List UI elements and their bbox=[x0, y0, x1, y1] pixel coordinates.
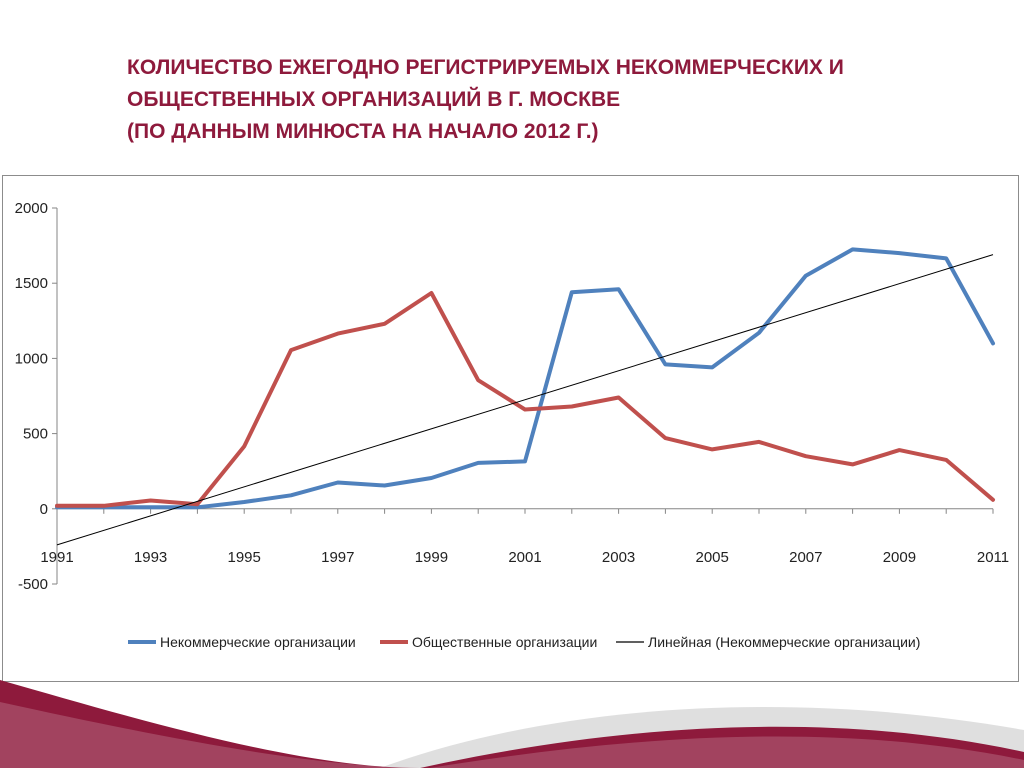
legend-item-nko: Некоммерческие организации bbox=[128, 634, 356, 650]
title-line-3: (ПО ДАННЫМ МИНЮСТА НА НАЧАЛО 2012 Г.) bbox=[127, 120, 599, 143]
y-tick-label: -500 bbox=[18, 576, 48, 593]
y-tick-label: 2000 bbox=[15, 200, 48, 217]
x-tick-label: 1997 bbox=[321, 549, 354, 566]
x-tick-label: 2003 bbox=[602, 549, 635, 566]
trendline bbox=[56, 254, 994, 546]
wave-dark bbox=[0, 680, 1024, 768]
x-tick-label: 2007 bbox=[789, 549, 822, 566]
legend-item-trendline: Линейная (Некоммерческие организации) bbox=[616, 634, 920, 650]
series-line-public bbox=[55, 291, 995, 508]
legend-item-public: Общественные организации bbox=[380, 634, 597, 650]
chart-axes: 2000 1500 1000 500 0 -500 1991 1993 1995 1997 1999… bbox=[15, 200, 1010, 593]
title-line-1: КОЛИЧЕСТВО ЕЖЕГОДНО РЕГИСТРИРУЕМЫХ НЕКОМ… bbox=[127, 56, 844, 79]
x-tick-label: 1995 bbox=[228, 549, 261, 566]
title-line-2: ОБЩЕСТВЕННЫХ ОРГАНИЗАЦИЙ В Г. МОСКВЕ bbox=[127, 88, 621, 111]
x-tick-label: 1991 bbox=[40, 549, 73, 566]
x-tick-label: 2011 bbox=[977, 549, 1009, 566]
x-tick-label: 2009 bbox=[883, 549, 916, 566]
wave-highlight bbox=[0, 702, 1024, 768]
x-tick-label: 2001 bbox=[508, 549, 541, 566]
x-tick-label: 1993 bbox=[134, 549, 167, 566]
slide-title: КОЛИЧЕСТВО ЕЖЕГОДНО РЕГИСТРИРУЕМЫХ НЕКОМ… bbox=[127, 52, 987, 148]
legend-label: Линейная (Некоммерческие организации) bbox=[648, 634, 920, 650]
y-tick-label: 0 bbox=[40, 501, 48, 518]
y-tick-label: 1500 bbox=[15, 275, 48, 292]
y-tick-label: 500 bbox=[23, 426, 48, 443]
x-tick-label: 2005 bbox=[696, 549, 729, 566]
legend-label: Некоммерческие организации bbox=[160, 634, 356, 650]
legend-label: Общественные организации bbox=[412, 634, 597, 650]
chart-series bbox=[55, 247, 995, 546]
y-tick-label: 1000 bbox=[15, 350, 48, 367]
decorative-wave-band bbox=[0, 680, 1024, 768]
series-line-nko bbox=[55, 247, 995, 510]
x-tick-label: 1999 bbox=[415, 549, 448, 566]
chart-frame bbox=[2, 175, 1019, 682]
chart-legend: Некоммерческие организации Общественные о… bbox=[128, 634, 920, 650]
